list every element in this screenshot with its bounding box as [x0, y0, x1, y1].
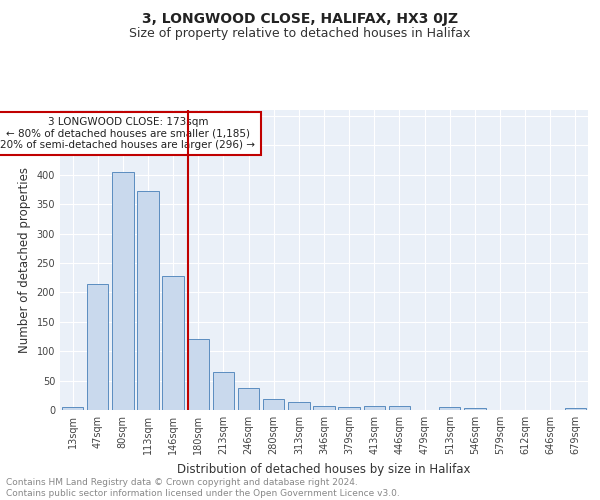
Text: Size of property relative to detached houses in Halifax: Size of property relative to detached ho…: [130, 28, 470, 40]
Bar: [238, 388, 259, 410]
Bar: [439, 407, 460, 410]
Bar: [263, 400, 284, 410]
Bar: [188, 340, 209, 410]
X-axis label: Distribution of detached houses by size in Halifax: Distribution of detached houses by size …: [177, 462, 471, 475]
Bar: [288, 402, 310, 410]
Bar: [62, 407, 83, 410]
Bar: [87, 284, 109, 410]
Text: Contains HM Land Registry data © Crown copyright and database right 2024.
Contai: Contains HM Land Registry data © Crown c…: [6, 478, 400, 498]
Bar: [338, 407, 360, 410]
Bar: [137, 191, 158, 410]
Bar: [464, 408, 485, 410]
Bar: [313, 406, 335, 410]
Bar: [163, 276, 184, 410]
Bar: [213, 372, 234, 410]
Bar: [389, 406, 410, 410]
Bar: [565, 408, 586, 410]
Bar: [364, 406, 385, 410]
Text: 3, LONGWOOD CLOSE, HALIFAX, HX3 0JZ: 3, LONGWOOD CLOSE, HALIFAX, HX3 0JZ: [142, 12, 458, 26]
Bar: [112, 172, 134, 410]
Y-axis label: Number of detached properties: Number of detached properties: [18, 167, 31, 353]
Text: 3 LONGWOOD CLOSE: 173sqm
← 80% of detached houses are smaller (1,185)
20% of sem: 3 LONGWOOD CLOSE: 173sqm ← 80% of detach…: [1, 117, 256, 150]
